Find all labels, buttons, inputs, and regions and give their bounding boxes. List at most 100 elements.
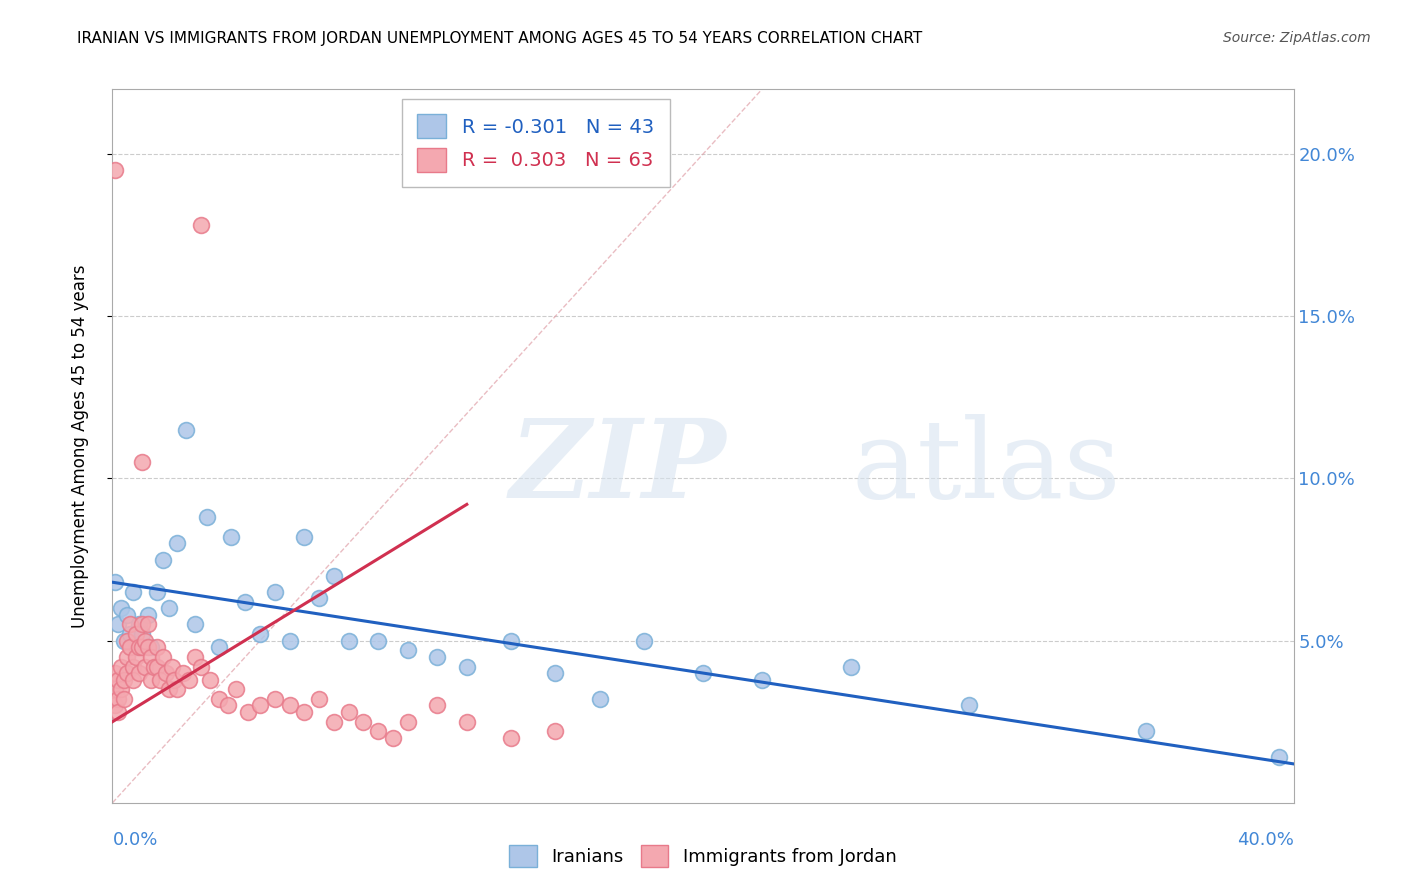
Point <box>146 585 169 599</box>
Point <box>692 666 714 681</box>
Legend: R = -0.301   N = 43, R =  0.303   N = 63: R = -0.301 N = 43, R = 0.303 N = 63 <box>402 99 669 187</box>
Point <box>249 627 271 641</box>
Point <box>163 673 186 687</box>
Point <box>120 617 142 632</box>
Point <box>184 649 207 664</box>
Point <box>136 607 159 622</box>
Point <box>233 595 256 609</box>
Point <box>337 705 360 719</box>
Point <box>152 552 174 566</box>
Point <box>107 617 129 632</box>
Point <box>128 640 150 654</box>
Point <box>179 673 201 687</box>
Point <box>292 530 315 544</box>
Point <box>208 692 231 706</box>
Text: IRANIAN VS IMMIGRANTS FROM JORDAN UNEMPLOYMENT AMONG AGES 45 TO 54 YEARS CORRELA: IRANIAN VS IMMIGRANTS FROM JORDAN UNEMPL… <box>77 31 922 46</box>
Point <box>142 659 165 673</box>
Point <box>117 607 138 622</box>
Point <box>957 698 980 713</box>
Point <box>128 617 150 632</box>
Point <box>112 692 135 706</box>
Point <box>120 640 142 654</box>
Point <box>107 705 129 719</box>
Point <box>128 666 150 681</box>
Point <box>278 633 301 648</box>
Legend: Iranians, Immigrants from Jordan: Iranians, Immigrants from Jordan <box>502 838 904 874</box>
Point <box>134 633 156 648</box>
Point <box>292 705 315 719</box>
Point <box>190 219 212 233</box>
Point <box>308 692 330 706</box>
Point <box>426 649 449 664</box>
Point <box>157 601 180 615</box>
Point <box>117 649 138 664</box>
Point <box>117 666 138 681</box>
Point <box>208 640 231 654</box>
Point <box>104 575 127 590</box>
Point <box>225 682 247 697</box>
Point <box>110 659 132 673</box>
Point <box>249 698 271 713</box>
Point <box>104 682 127 697</box>
Point <box>125 627 148 641</box>
Point <box>117 633 138 648</box>
Point <box>122 585 145 599</box>
Point <box>190 659 212 673</box>
Point <box>122 673 145 687</box>
Point <box>157 682 180 697</box>
Point <box>104 666 127 681</box>
Point <box>367 724 389 739</box>
Point <box>172 666 194 681</box>
Text: ZIP: ZIP <box>510 414 727 521</box>
Point <box>278 698 301 713</box>
Point <box>166 682 188 697</box>
Point <box>337 633 360 648</box>
Point <box>139 673 162 687</box>
Point <box>136 640 159 654</box>
Point <box>125 649 148 664</box>
Point <box>146 659 169 673</box>
Point <box>110 682 132 697</box>
Point <box>839 659 862 673</box>
Text: 40.0%: 40.0% <box>1237 831 1294 849</box>
Point <box>217 698 239 713</box>
Point <box>139 649 162 664</box>
Point <box>195 510 218 524</box>
Point <box>456 714 478 729</box>
Point <box>160 659 183 673</box>
Point <box>1135 724 1157 739</box>
Point <box>174 423 197 437</box>
Point <box>396 714 419 729</box>
Point <box>122 659 145 673</box>
Point <box>110 601 132 615</box>
Point <box>112 633 135 648</box>
Point <box>155 666 177 681</box>
Point <box>198 673 221 687</box>
Point <box>238 705 260 719</box>
Point <box>184 617 207 632</box>
Point <box>104 163 127 178</box>
Point <box>120 627 142 641</box>
Text: atlas: atlas <box>852 414 1121 521</box>
Point <box>112 673 135 687</box>
Text: 0.0%: 0.0% <box>112 831 157 849</box>
Point <box>323 568 346 582</box>
Point <box>382 731 405 745</box>
Point <box>456 659 478 673</box>
Point <box>152 649 174 664</box>
Point <box>588 692 610 706</box>
Point <box>751 673 773 687</box>
Point <box>544 724 567 739</box>
Point <box>323 714 346 729</box>
Point <box>134 659 156 673</box>
Point <box>131 640 153 654</box>
Point <box>149 673 172 687</box>
Point <box>396 643 419 657</box>
Point <box>633 633 655 648</box>
Point <box>501 633 523 648</box>
Point <box>107 692 129 706</box>
Point <box>131 455 153 469</box>
Point <box>131 617 153 632</box>
Point <box>125 640 148 654</box>
Y-axis label: Unemployment Among Ages 45 to 54 years: Unemployment Among Ages 45 to 54 years <box>70 264 89 628</box>
